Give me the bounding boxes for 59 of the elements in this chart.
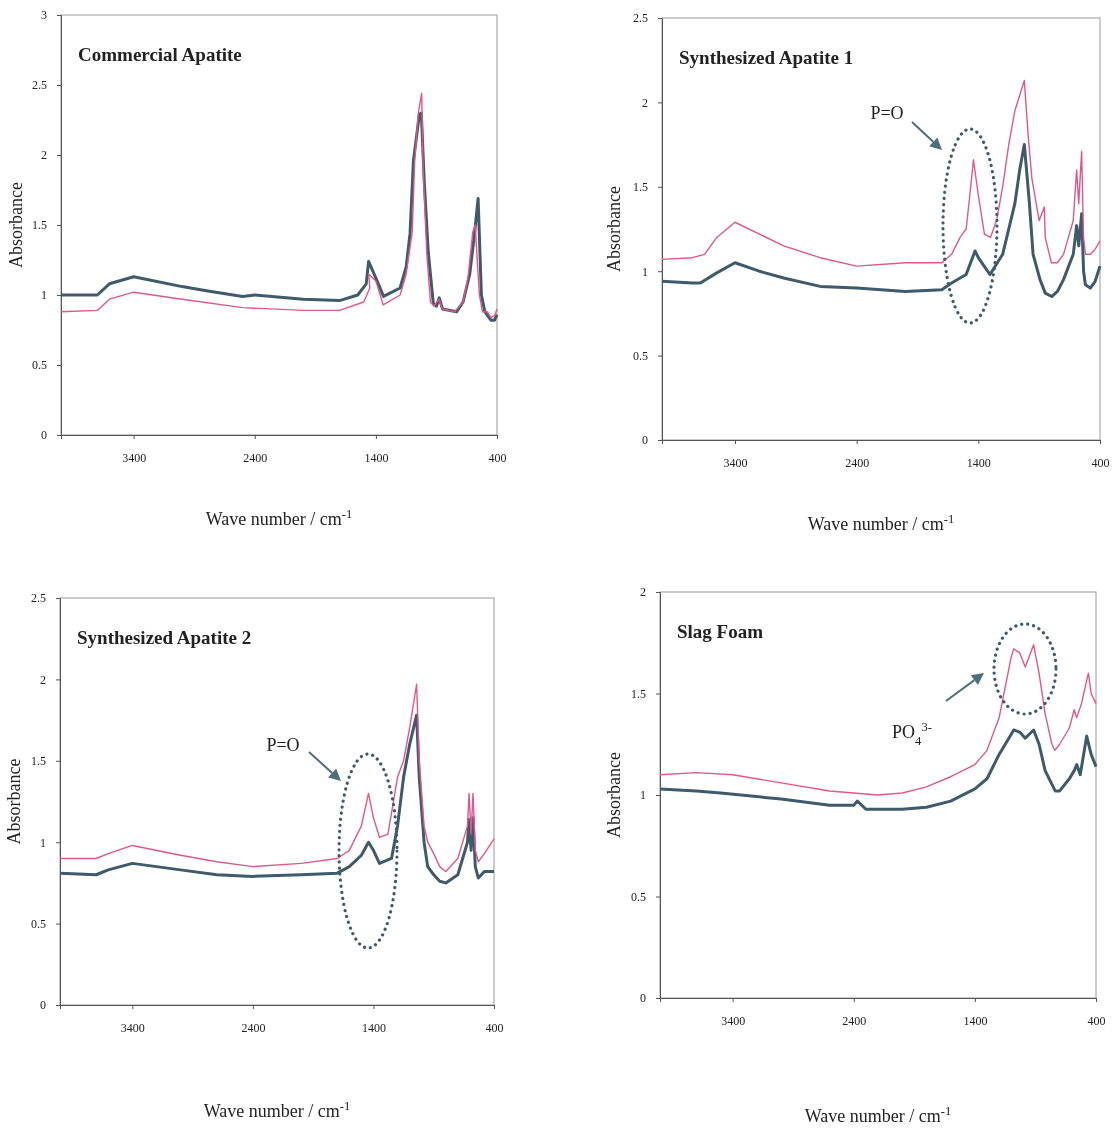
y-axis-title: Absorbance [604, 752, 624, 838]
y-tick-label: 0.5 [32, 358, 47, 373]
y-tick-label: 0 [40, 998, 46, 1013]
text: Synthesized Apatite 1 [679, 47, 854, 68]
x-tick-label: 3400 [122, 450, 147, 465]
x-tick-label: 3400 [723, 455, 748, 470]
y-tick-label: 2.5 [31, 591, 46, 606]
y-tick-label: 2.5 [32, 78, 47, 93]
x-tick-label: 2400 [243, 450, 268, 465]
line-series [58, 713, 496, 885]
x-tick-label: 2400 [241, 1020, 266, 1035]
text: Slag Foam [677, 621, 764, 642]
y-tick-label: 1 [642, 264, 648, 279]
y-tick-label: 1 [40, 835, 46, 850]
annotation: P=O [266, 735, 300, 755]
x-axis-title: Wave number / cm$^{-1}$ [807, 512, 955, 534]
y-tick-label: 3 [41, 8, 47, 23]
x-tick-label: 400 [1087, 1013, 1106, 1028]
y-tick-label: 1.5 [631, 686, 646, 701]
y-tick-label: 1.5 [32, 218, 47, 233]
line-series [659, 644, 1097, 796]
x-tick-label: 3400 [120, 1020, 145, 1035]
x-axis-title: Wave number / cm$^{-1}$ [804, 1104, 952, 1126]
y-tick-label: 2 [642, 95, 648, 110]
y-axis-title: Absorbance [6, 182, 26, 268]
text: Synthesized Apatite 2 [77, 627, 252, 648]
y-tick-label: 2.5 [633, 11, 648, 26]
x-tick-label: 1400 [361, 1020, 386, 1035]
y-tick-label: 1 [640, 788, 646, 803]
x-tick-label: 1400 [364, 450, 389, 465]
y-tick-label: 0 [640, 991, 646, 1006]
line-series [661, 79, 1101, 267]
line-series [59, 683, 495, 873]
y-axis-title: Absorbance [604, 186, 624, 272]
y-tick-label: 0.5 [631, 889, 646, 904]
text: Commercial Apatite [78, 44, 242, 65]
x-tick-label: 1400 [966, 455, 991, 470]
x-axis-title: Wave number / cm$^{-1}$ [203, 1099, 351, 1121]
y-axis-title: Absorbance [4, 758, 24, 845]
x-tick-label: 3400 [721, 1013, 746, 1028]
x-tick-label: 400 [1091, 455, 1110, 470]
y-tick-label: 1.5 [31, 754, 46, 769]
y-tick-label: 1 [41, 288, 47, 303]
y-tick-label: 0 [41, 428, 47, 443]
x-tick-label: 1400 [963, 1013, 988, 1028]
y-tick-label: 2 [40, 672, 46, 687]
annotation: P=O [870, 103, 904, 123]
y-tick-label: 2 [640, 585, 646, 600]
line-series [660, 143, 1102, 299]
y-tick-label: 1.5 [633, 180, 648, 195]
y-tick-label: 0.5 [31, 916, 46, 931]
y-tick-label: 0.5 [633, 348, 648, 363]
x-tick-label: 2400 [845, 455, 870, 470]
y-tick-label: 0 [642, 433, 648, 448]
x-tick-label: 400 [488, 450, 507, 465]
x-tick-label: 400 [485, 1020, 504, 1035]
x-tick-label: 2400 [842, 1013, 867, 1028]
y-tick-label: 2 [41, 148, 47, 163]
x-axis-title: Wave number / cm$^{-1}$ [205, 507, 353, 529]
